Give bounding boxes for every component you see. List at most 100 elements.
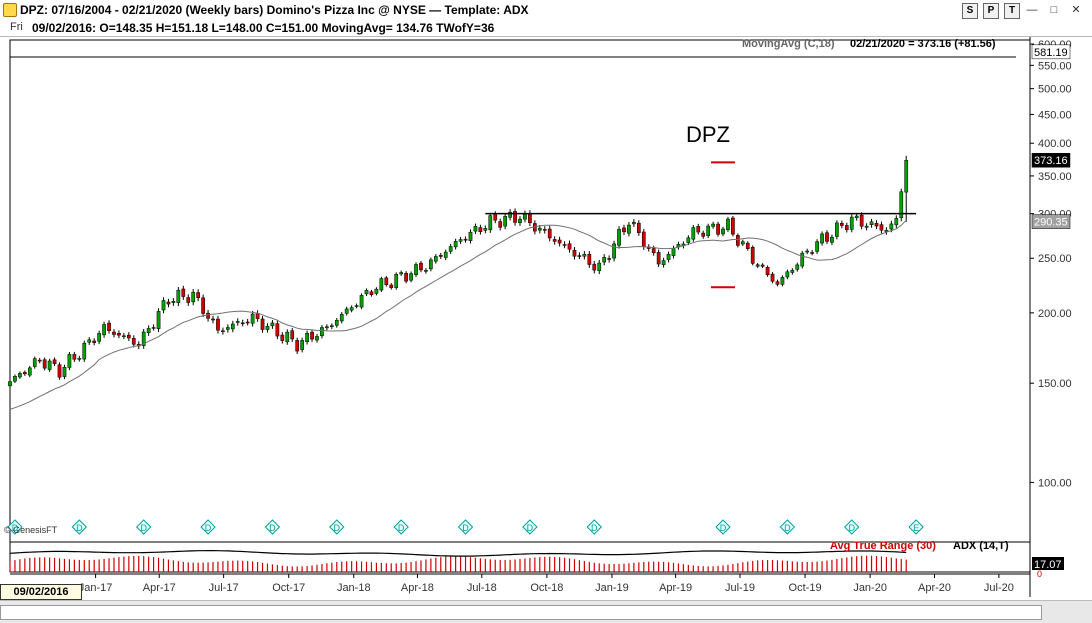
candle-body: [547, 228, 552, 239]
x-tick-label: Oct-17: [272, 582, 305, 594]
earnings-marker: [908, 519, 924, 535]
x-tick-label: Jul-20: [984, 582, 1014, 594]
horizontal-scrollbar[interactable]: [0, 600, 1092, 623]
candle-body: [666, 254, 671, 260]
candle-body: [339, 314, 344, 322]
candle-body: [726, 218, 730, 230]
candle-body: [493, 213, 498, 221]
minimize-icon[interactable]: —: [1026, 4, 1038, 16]
candle-body: [592, 263, 597, 271]
candle-body: [186, 297, 191, 303]
candle-body: [656, 252, 661, 265]
scroll-thumb[interactable]: [0, 605, 1042, 620]
marker-letter: D: [720, 523, 727, 533]
candle-body: [37, 359, 42, 362]
y-tick-label: 500.00: [1038, 84, 1072, 96]
candle-body: [508, 211, 512, 218]
candle-body: [161, 300, 166, 311]
cursor-date-box: 09/02/2016: [0, 584, 82, 600]
candle-body: [745, 242, 750, 249]
candle-body: [523, 213, 527, 220]
adx-label: ADX (14,T): [953, 540, 1009, 552]
candle-body: [359, 295, 364, 308]
candle-body: [394, 274, 399, 288]
candle-body: [235, 321, 240, 323]
candle-body: [285, 331, 290, 343]
candle-body: [453, 241, 458, 248]
close-icon[interactable]: ✕: [1071, 4, 1081, 16]
candle-body: [731, 217, 735, 235]
candle-body: [176, 289, 181, 303]
t-button[interactable]: T: [1004, 3, 1020, 19]
candle-body: [691, 227, 696, 240]
candle-body: [760, 264, 765, 267]
candle-body: [369, 291, 374, 295]
candle-body: [429, 259, 433, 270]
dividend-marker: [329, 519, 345, 535]
price-box: [1031, 214, 1071, 229]
candle-body: [587, 253, 592, 265]
candle-body: [334, 320, 339, 326]
candle-body: [97, 333, 101, 342]
marker-letter: D: [269, 523, 276, 533]
candle-body: [612, 243, 616, 259]
candle-body: [617, 229, 621, 246]
marker-letter: D: [12, 523, 19, 533]
candle-body: [349, 307, 354, 311]
p-button[interactable]: P: [983, 3, 999, 19]
dividend-marker: [522, 519, 538, 535]
x-tick-label: Jan-18: [337, 582, 371, 594]
candle-body: [206, 312, 210, 319]
candle-body: [131, 338, 136, 345]
candle-body: [597, 262, 602, 272]
candle-body: [122, 335, 126, 338]
candle-body: [221, 330, 225, 333]
x-tick-label: Apr-20: [918, 582, 951, 594]
candle-body: [374, 288, 379, 294]
candle-body: [201, 297, 205, 314]
candle-body: [409, 273, 413, 281]
candle-body: [854, 215, 859, 218]
candle-body: [270, 322, 275, 327]
candle-body: [191, 291, 196, 303]
candle-body: [8, 381, 12, 387]
candle-body: [171, 301, 176, 303]
price-chart[interactable]: 100.00150.00200.00250.00300.00350.00400.…: [0, 37, 1092, 600]
dividend-marker: [71, 519, 88, 535]
app-icon: [3, 3, 17, 17]
legend-ma-value: 02/21/2020 = 373.16 (+81.56): [850, 38, 996, 50]
dividend-marker: [779, 519, 796, 535]
candle-body: [458, 239, 463, 242]
candle-body: [42, 359, 47, 369]
candle-body: [329, 325, 334, 327]
maximize-icon[interactable]: □: [1050, 4, 1058, 16]
candle-body: [780, 277, 785, 285]
candle-body: [815, 241, 819, 252]
candle-body: [889, 223, 894, 230]
candle-body: [864, 225, 869, 228]
x-tick-label: Apr-19: [659, 582, 692, 594]
candle-body: [438, 255, 443, 257]
candle-body: [384, 277, 389, 285]
candle-body: [478, 227, 483, 232]
candle-body: [562, 244, 567, 246]
candle-body: [577, 255, 582, 257]
candle-body: [721, 228, 725, 235]
candle-body: [528, 212, 532, 224]
candle-body: [82, 342, 87, 360]
ticker-label: DPZ: [686, 122, 730, 147]
candle-body: [32, 358, 37, 367]
marker-letter: D: [205, 523, 212, 533]
candle-body: [47, 360, 52, 370]
s-button[interactable]: S: [962, 3, 978, 19]
marker-letter: D: [140, 523, 147, 533]
candle-body: [602, 257, 607, 263]
candle-body: [899, 191, 904, 218]
candle-body: [661, 260, 666, 265]
price-box: [1031, 152, 1071, 168]
price-box: [1031, 44, 1071, 60]
candle-body: [151, 327, 156, 329]
candle-body: [607, 258, 611, 260]
candle-body: [711, 223, 715, 227]
y-tick-label: 200.00: [1038, 308, 1072, 320]
